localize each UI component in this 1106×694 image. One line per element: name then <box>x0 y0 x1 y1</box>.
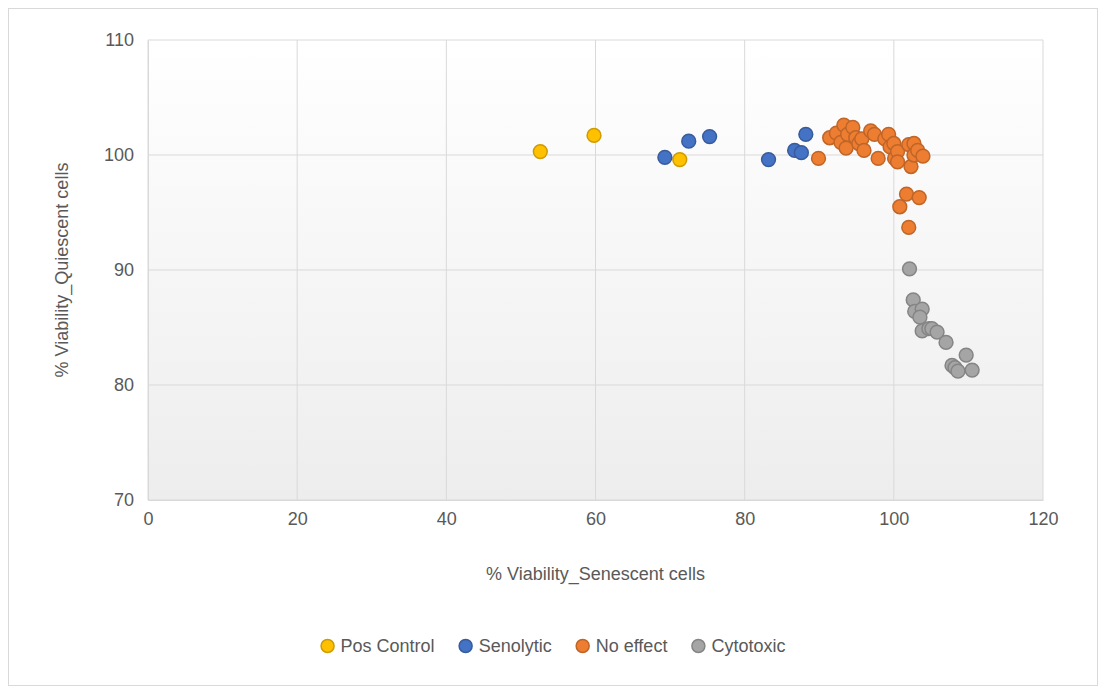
legend-item: Pos Control <box>321 636 435 656</box>
tick-label: 0 <box>143 509 153 529</box>
tick: 80 <box>114 375 148 395</box>
point <box>939 336 953 350</box>
point <box>912 191 926 205</box>
plot-area: 0 20 40 60 80 100 120 70 80 90 100 110 <box>104 30 1059 529</box>
series <box>658 127 813 166</box>
legend-label: Pos Control <box>341 636 435 656</box>
legend-marker <box>459 640 472 653</box>
point <box>857 143 871 157</box>
chart-container: 0 20 40 60 80 100 120 70 80 90 100 110 % Viability_S… <box>0 0 1106 694</box>
grid-line-y <box>148 500 1043 501</box>
point <box>682 134 696 148</box>
legend-marker <box>692 640 705 653</box>
legend-marker <box>321 640 334 653</box>
tick-label: 120 <box>1028 509 1058 529</box>
tick-label: 80 <box>735 509 755 529</box>
point <box>913 310 927 324</box>
point <box>900 187 914 201</box>
series <box>533 129 686 167</box>
legend-item: No effect <box>576 636 667 656</box>
point <box>871 152 885 166</box>
legend-item: Cytotoxic <box>692 636 786 656</box>
point <box>812 152 826 166</box>
tick: 100 <box>879 500 909 529</box>
tick-label: 100 <box>879 509 909 529</box>
tick: 0 <box>143 500 153 529</box>
axis-line <box>148 41 149 501</box>
legend-item: Senolytic <box>459 636 552 656</box>
tick: 90 <box>114 260 148 280</box>
tick-label: 100 <box>104 145 134 165</box>
point <box>903 262 917 276</box>
tick: 70 <box>114 490 148 510</box>
grid-line-y <box>148 385 1043 386</box>
plot-background <box>148 40 1043 500</box>
legend: Pos Control Senolytic No effect Cytotoxic <box>321 636 785 656</box>
grid-line-y <box>148 40 1043 41</box>
point <box>799 127 813 141</box>
series <box>903 262 979 378</box>
chart-frame <box>9 9 1098 686</box>
tick-label: 80 <box>114 375 134 395</box>
tick-label: 60 <box>586 509 606 529</box>
point <box>916 149 930 163</box>
point <box>902 221 916 235</box>
tick: 100 <box>104 145 148 165</box>
point <box>951 364 965 378</box>
point <box>893 200 907 214</box>
y-axis: 70 80 90 100 110 <box>104 30 149 510</box>
x-axis-title: % Viability_Senescent cells <box>486 564 705 585</box>
tick-label: 90 <box>114 260 134 280</box>
point <box>794 146 808 160</box>
point <box>762 153 776 167</box>
axis-line <box>149 500 1044 501</box>
tick: 40 <box>437 500 457 529</box>
point <box>703 130 717 144</box>
point <box>533 145 547 159</box>
chart-svg: 0 20 40 60 80 100 120 70 80 90 100 110 % Viability_S… <box>0 0 1106 694</box>
tick: 120 <box>1028 500 1058 529</box>
grid-line-x <box>148 40 149 500</box>
grid <box>148 40 1043 500</box>
y-axis-title: % Viability_Quiescent cells <box>52 163 73 378</box>
tick-label: 70 <box>114 490 134 510</box>
tick: 60 <box>586 500 606 529</box>
legend-label: No effect <box>596 636 668 656</box>
series <box>812 118 930 234</box>
points <box>533 118 979 378</box>
point <box>959 348 973 362</box>
legend-label: Senolytic <box>479 636 552 656</box>
point <box>658 150 672 164</box>
point <box>673 153 687 167</box>
tick-label: 110 <box>105 30 134 50</box>
x-axis: 0 20 40 60 80 100 120 <box>143 500 1058 529</box>
tick: 80 <box>735 500 755 529</box>
point <box>965 363 979 377</box>
tick-label: 40 <box>437 509 457 529</box>
point <box>587 129 601 143</box>
point <box>891 155 905 169</box>
legend-marker <box>576 640 589 653</box>
tick: 20 <box>288 500 308 529</box>
legend-label: Cytotoxic <box>711 636 785 656</box>
tick: 110 <box>105 30 148 50</box>
tick-label: 20 <box>288 509 308 529</box>
